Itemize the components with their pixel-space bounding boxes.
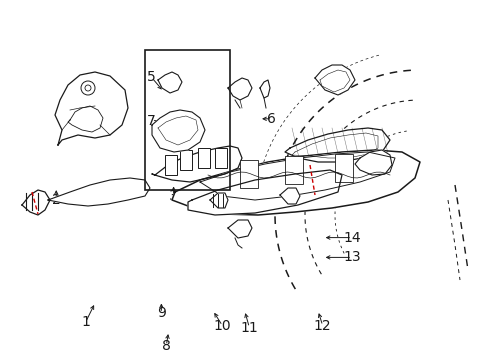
Bar (215, 148, 226, 168)
Polygon shape (68, 106, 103, 132)
Polygon shape (152, 110, 204, 152)
Text: 7: 7 (147, 114, 156, 127)
Polygon shape (55, 72, 128, 145)
Text: 13: 13 (343, 251, 360, 264)
Bar (334, 154, 352, 182)
Text: 2: 2 (52, 193, 61, 207)
Bar (240, 160, 258, 188)
Polygon shape (354, 150, 391, 175)
Polygon shape (209, 193, 227, 208)
Text: 14: 14 (343, 231, 360, 244)
Polygon shape (152, 146, 242, 182)
Bar (180, 150, 192, 170)
Text: 6: 6 (266, 112, 275, 126)
Bar (164, 155, 177, 175)
Bar (198, 148, 209, 168)
Polygon shape (280, 188, 299, 204)
Text: 9: 9 (157, 306, 165, 320)
Text: 4: 4 (381, 173, 390, 187)
Polygon shape (227, 220, 251, 238)
Text: 11: 11 (240, 321, 258, 334)
Text: 8: 8 (162, 339, 170, 352)
Polygon shape (187, 170, 341, 215)
Polygon shape (172, 150, 419, 215)
Polygon shape (200, 152, 394, 200)
Text: 5: 5 (147, 71, 156, 84)
Bar (145, 50, 229, 190)
Polygon shape (158, 72, 182, 93)
Polygon shape (285, 128, 389, 162)
Polygon shape (260, 80, 269, 98)
Text: 12: 12 (313, 319, 331, 333)
Polygon shape (48, 178, 150, 206)
Text: 10: 10 (213, 319, 231, 333)
Bar (285, 156, 303, 184)
Text: 3: 3 (169, 189, 178, 203)
Text: 1: 1 (81, 315, 90, 329)
Polygon shape (314, 65, 354, 95)
Polygon shape (227, 78, 251, 100)
Polygon shape (22, 190, 50, 215)
